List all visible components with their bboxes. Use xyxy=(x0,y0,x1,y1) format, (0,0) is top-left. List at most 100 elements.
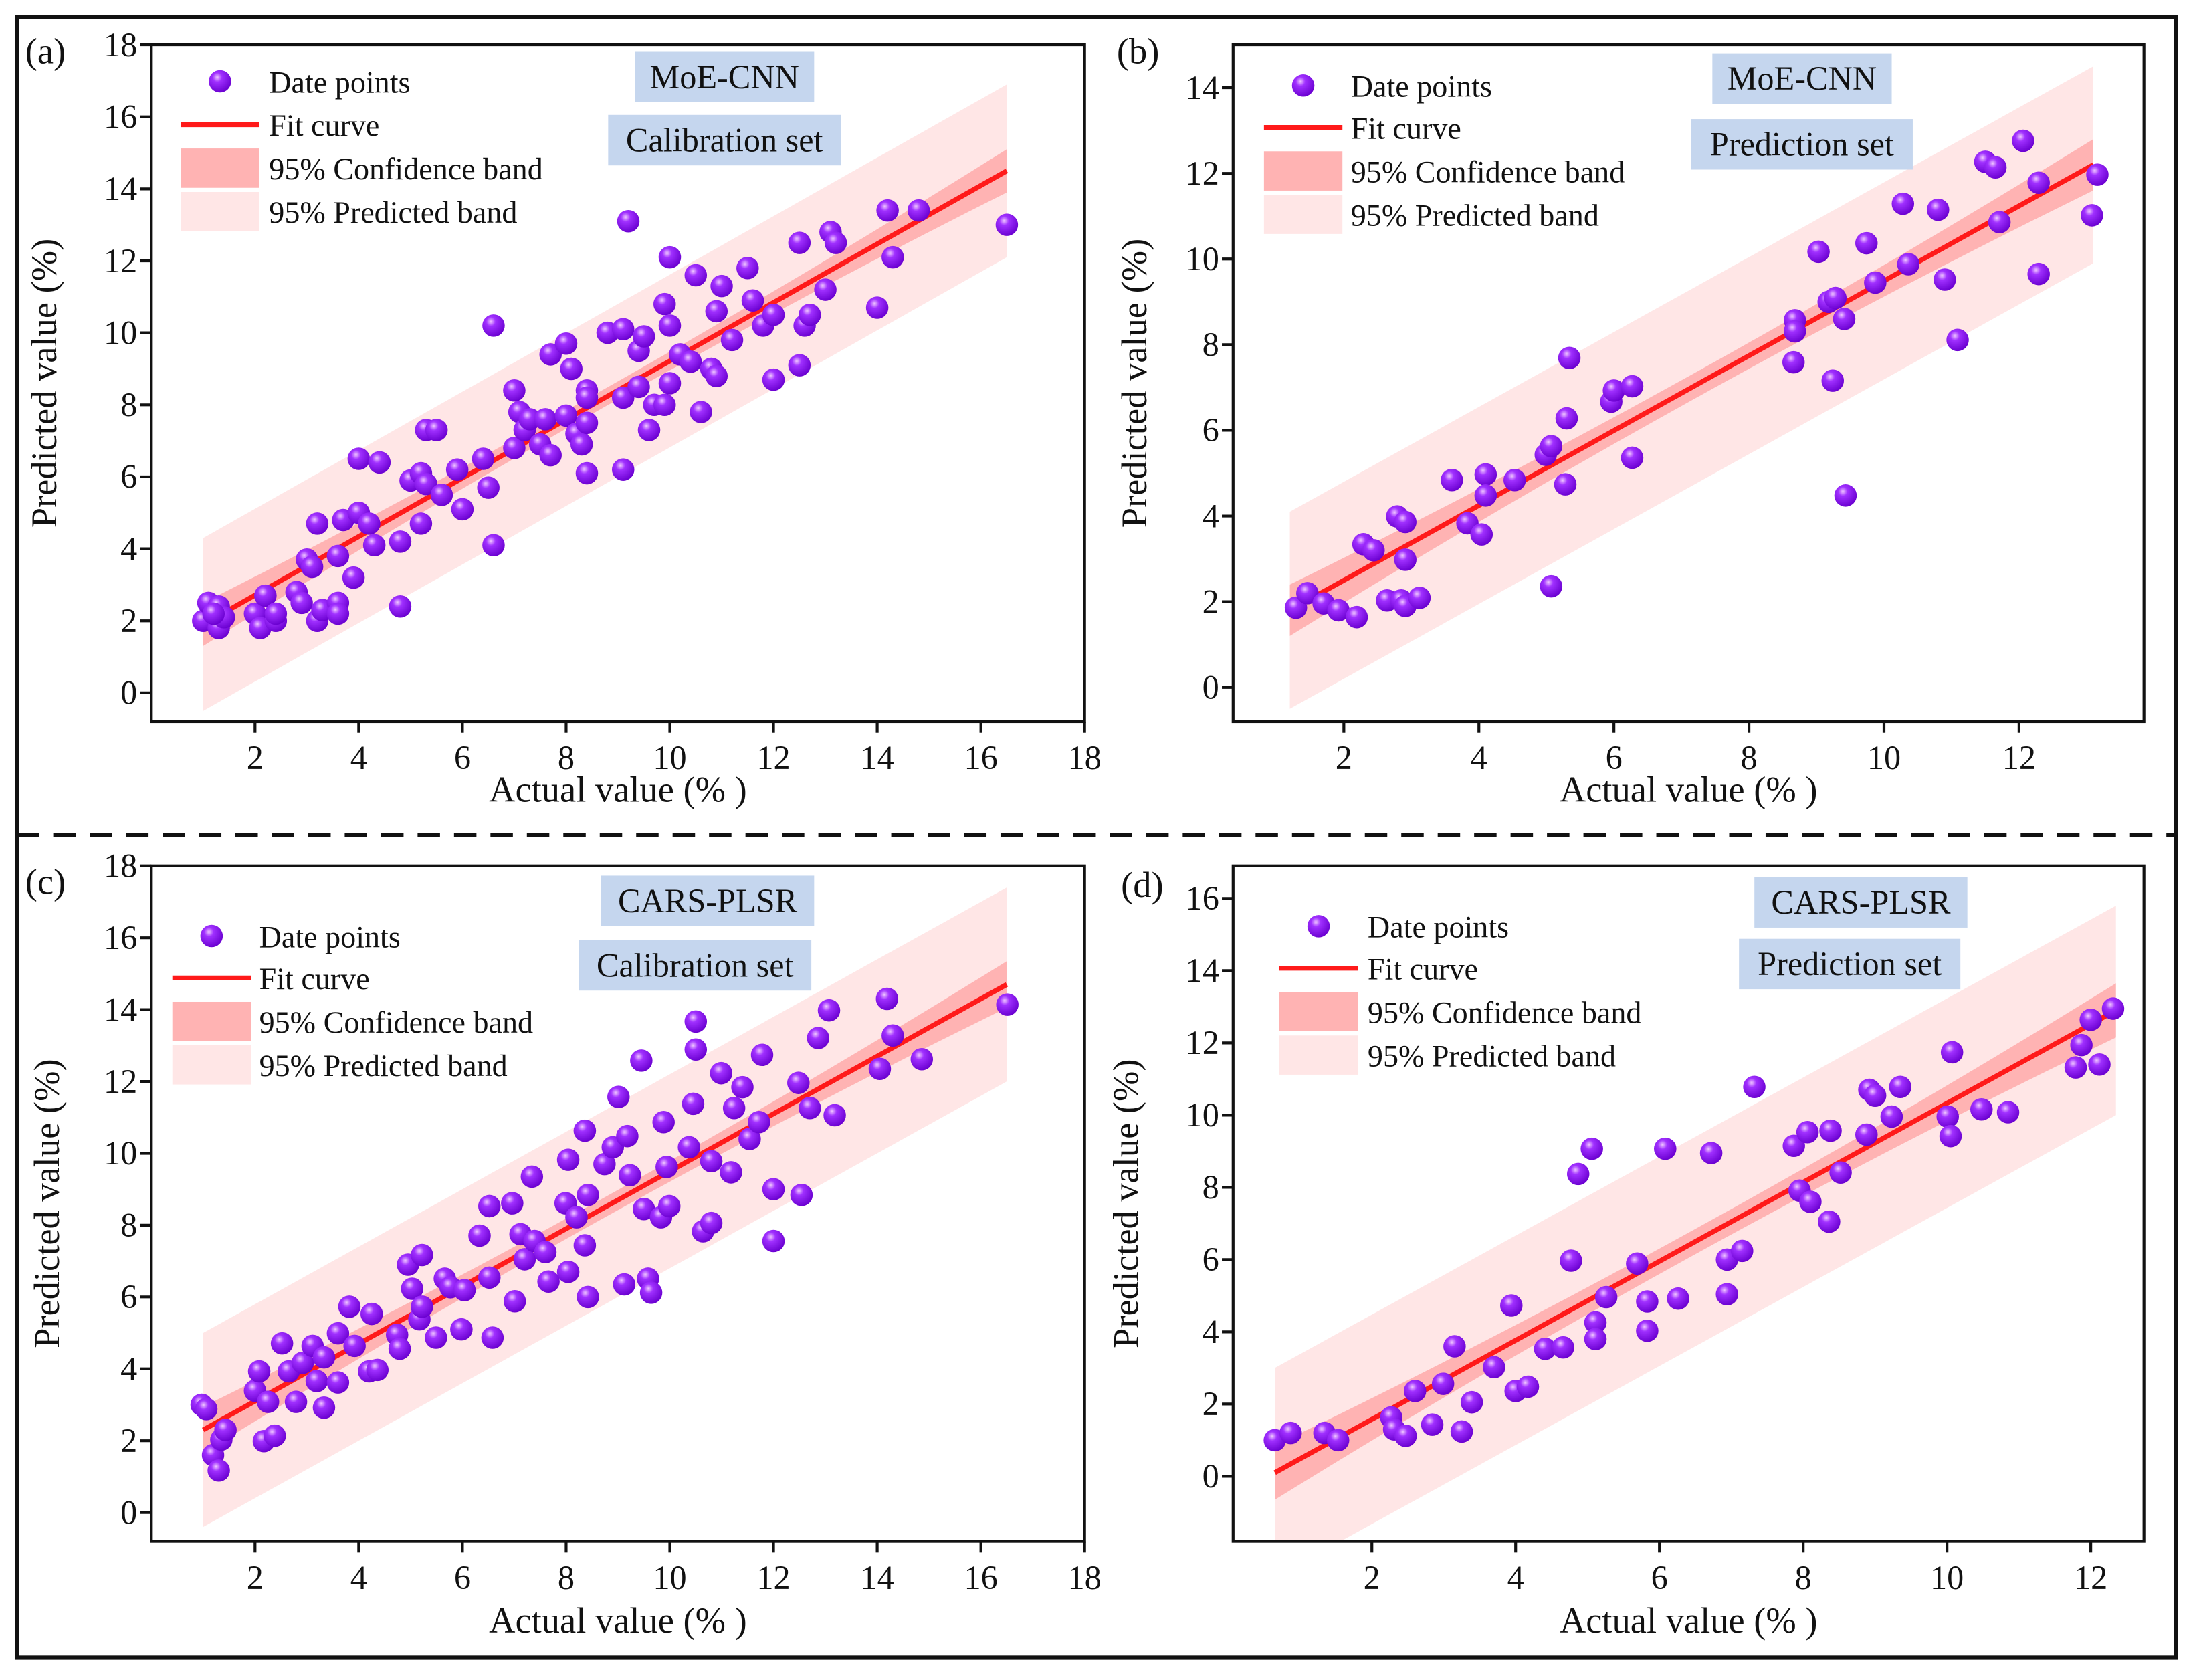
data-point xyxy=(657,1194,681,1218)
y-tick-label: 8 xyxy=(120,386,137,423)
data-point xyxy=(264,1424,286,1447)
plot-frame xyxy=(1231,864,2146,1543)
panel-c: 2 4 6 8 10 12 14 16 18 0 2 4 6 8 10 12 14 16 18 Actual valu… xyxy=(25,847,1102,1641)
y-tick-label: 18 xyxy=(104,847,137,885)
legend-predicted-icon xyxy=(172,1045,251,1085)
model-label-box xyxy=(635,51,815,102)
y-tick-label: 4 xyxy=(120,1350,137,1388)
x-tick-label: 2 xyxy=(247,739,264,776)
x-tick-label: 12 xyxy=(2074,1559,2107,1596)
legend-point-icon xyxy=(1291,74,1315,97)
data-point xyxy=(445,458,469,481)
x-tick-label: 2 xyxy=(247,1559,264,1596)
data-point xyxy=(1988,211,2011,233)
x-tick-label: 8 xyxy=(1795,1559,1812,1596)
data-point xyxy=(575,461,599,485)
y-tick-label: 6 xyxy=(1203,1241,1219,1278)
set-label: Prediction set xyxy=(1758,945,1942,982)
data-point xyxy=(639,1281,663,1304)
data-point xyxy=(653,292,676,316)
data-point xyxy=(347,447,371,470)
y-axis-title: Predicted value (%) xyxy=(26,1059,67,1348)
x-tick-label: 10 xyxy=(1930,1559,1964,1596)
data-point xyxy=(653,393,676,417)
y-tick-label: 10 xyxy=(1186,1096,1219,1134)
data-point xyxy=(537,1270,560,1293)
data-point xyxy=(389,595,412,618)
data-point xyxy=(358,512,381,535)
x-tick-label: 10 xyxy=(653,1559,686,1596)
data-point xyxy=(1279,1421,1302,1445)
data-point xyxy=(1470,523,1493,546)
panel-label: (a) xyxy=(25,30,66,71)
data-point xyxy=(2086,163,2109,186)
data-point xyxy=(824,231,847,254)
data-point xyxy=(2081,204,2103,227)
plot-frame xyxy=(1231,43,2146,724)
x-tick-label: 4 xyxy=(350,1559,367,1596)
data-point xyxy=(799,303,821,326)
data-point xyxy=(1503,468,1526,492)
data-point xyxy=(1296,582,1319,605)
data-point xyxy=(1731,1239,1754,1263)
data-point xyxy=(1996,1101,2020,1124)
data-point xyxy=(539,343,562,366)
data-point xyxy=(762,1178,785,1200)
data-point xyxy=(2012,129,2034,152)
data-point xyxy=(1936,1105,1959,1128)
panel-d: 2 4 6 8 10 12 0 2 4 6 8 10 12 14 16 Actual value (% ) Pr… xyxy=(1105,864,2146,1641)
data-point xyxy=(788,231,811,254)
data-point xyxy=(1782,1134,1805,1158)
legend-predicted-icon xyxy=(181,192,259,231)
data-point xyxy=(312,1346,336,1369)
data-point xyxy=(1394,510,1417,534)
data-point xyxy=(1327,599,1350,622)
y-tick-label: 8 xyxy=(1203,1168,1219,1206)
legend-confidence-label: 95% Confidence band xyxy=(269,152,542,186)
data-point xyxy=(360,1302,383,1326)
data-point xyxy=(1584,1311,1607,1334)
model-label: CARS-PLSR xyxy=(1771,883,1951,921)
plot-frame xyxy=(150,43,1086,724)
y-tick-label: 0 xyxy=(120,1493,137,1531)
data-point xyxy=(2079,1009,2102,1031)
data-point xyxy=(453,1279,476,1301)
x-tick-label: 12 xyxy=(756,739,790,776)
data-point xyxy=(202,602,225,625)
legend-predicted-label: 95% Predicted band xyxy=(259,1049,508,1083)
data-point xyxy=(573,1119,597,1142)
data-point xyxy=(482,534,505,556)
data-point xyxy=(1897,253,1920,276)
data-point xyxy=(741,289,764,312)
data-point xyxy=(1540,574,1563,598)
data-point xyxy=(710,1061,733,1085)
y-tick-label: 14 xyxy=(104,990,137,1028)
legend: Date points Fit curve 95% Confidence band 9… xyxy=(172,920,533,1085)
legend-point-icon xyxy=(209,70,231,93)
data-point xyxy=(762,1229,785,1253)
y-tick-label: 12 xyxy=(104,1063,137,1100)
data-point xyxy=(1534,1337,1557,1360)
data-point xyxy=(554,332,578,355)
model-label-box xyxy=(1754,877,1968,928)
data-point xyxy=(1819,1119,1842,1142)
data-point xyxy=(291,1351,314,1374)
data-point xyxy=(1554,473,1577,496)
legend-predicted-label: 95% Predicted band xyxy=(1351,198,1599,232)
data-point xyxy=(477,476,500,499)
y-tick-label: 14 xyxy=(104,170,137,207)
legend-predicted-label: 95% Predicted band xyxy=(1368,1039,1616,1073)
set-label-box xyxy=(1739,938,1961,990)
data-point xyxy=(1699,1142,1723,1164)
x-tick-label: 4 xyxy=(1471,739,1487,776)
panel-label: (c) xyxy=(25,861,66,902)
data-point xyxy=(1566,1162,1590,1186)
legend-fit-label: Fit curve xyxy=(1351,111,1461,145)
data-point xyxy=(865,296,889,319)
data-point xyxy=(790,1184,813,1206)
data-point xyxy=(996,993,1019,1016)
data-point xyxy=(1855,231,1878,255)
data-point xyxy=(326,1322,350,1345)
data-point xyxy=(575,386,599,409)
model-label-box xyxy=(601,875,815,926)
